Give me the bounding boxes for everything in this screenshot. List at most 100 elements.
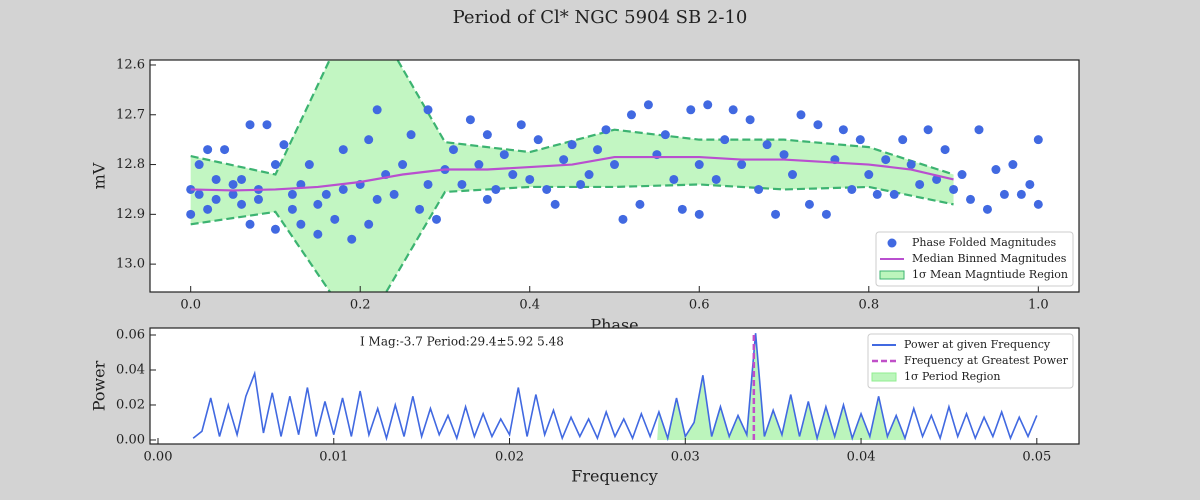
data-point [906, 160, 916, 170]
data-point [1033, 135, 1043, 145]
data-point [669, 174, 679, 184]
data-point [694, 209, 704, 219]
data-point [821, 209, 831, 219]
data-point [364, 135, 374, 145]
data-point [550, 199, 560, 209]
data-point [610, 160, 619, 170]
data-point [525, 174, 535, 184]
data-point [915, 179, 925, 189]
data-point [838, 125, 848, 135]
data-line [192, 333, 1038, 442]
data-point [194, 189, 204, 199]
data-point [237, 174, 247, 184]
data-point [762, 140, 772, 150]
legend-label: Phase Folded Magnitudes [912, 236, 1056, 249]
y-tick-label: 0.06 [116, 327, 145, 342]
data-point [559, 155, 569, 165]
data-point [313, 199, 323, 209]
data-point [957, 170, 967, 180]
data-point [228, 189, 238, 199]
data-point [423, 105, 433, 115]
data-point [1016, 189, 1026, 199]
data-point [262, 120, 272, 130]
data-point [847, 184, 857, 194]
y-axis-label: Power [90, 360, 109, 411]
data-point [898, 135, 908, 145]
data-point [923, 125, 933, 135]
y-tick-label: 12.8 [116, 157, 145, 172]
data-point [203, 145, 213, 155]
data-point [932, 174, 942, 184]
data-point [270, 160, 280, 170]
data-point [618, 214, 628, 224]
data-point [754, 184, 764, 194]
x-tick-label: 0.01 [319, 450, 348, 465]
data-point [406, 130, 416, 140]
data-point [974, 125, 984, 135]
data-point [991, 165, 1001, 175]
legend-marker [887, 238, 897, 248]
data-point [270, 224, 280, 234]
x-tick-label: 0.8 [858, 298, 879, 313]
data-point [457, 179, 467, 189]
data-point [966, 194, 976, 204]
data-point [194, 160, 204, 170]
data-point [771, 209, 781, 219]
data-point [601, 125, 611, 135]
y-tick-label: 12.6 [116, 57, 145, 72]
data-point [491, 184, 501, 194]
data-point [779, 150, 789, 160]
data-point [660, 130, 670, 140]
x-tick-label: 0.0 [180, 298, 201, 313]
data-point [372, 194, 382, 204]
axes-frame [149, 59, 1080, 293]
x-tick-label: 0.02 [495, 450, 524, 465]
band-fill [190, 60, 954, 292]
x-tick-label: 0.2 [350, 298, 371, 313]
data-point [999, 189, 1009, 199]
legend-label: 1σ Mean Magntiude Region [912, 268, 1068, 281]
data-point [211, 194, 221, 204]
data-point [626, 110, 636, 120]
data-point [508, 170, 518, 180]
data-point [372, 105, 382, 115]
data-point [677, 204, 687, 214]
data-point [431, 214, 441, 224]
data-point [1008, 160, 1018, 170]
data-point [347, 234, 357, 244]
data-point [533, 135, 543, 145]
annotation: I Mag:-3.7 Period:29.4±5.92 5.48 [360, 335, 564, 349]
data-point [228, 179, 238, 189]
legend-box [867, 333, 1074, 389]
y-tick-label: 12.7 [116, 107, 145, 122]
x-tick-label: 0.04 [847, 450, 876, 465]
data-point [186, 209, 196, 219]
x-tick-label: 0.03 [671, 450, 700, 465]
data-point [813, 120, 823, 130]
x-axis-label: Frequency [571, 467, 658, 486]
legend-marker [879, 270, 905, 280]
data-point [864, 170, 874, 180]
data-point [516, 120, 526, 130]
data-point [635, 199, 645, 209]
data-point [482, 194, 492, 204]
data-point [593, 145, 603, 155]
data-point [279, 140, 289, 150]
data-point [321, 189, 331, 199]
data-point [203, 204, 213, 214]
data-point [720, 135, 730, 145]
data-point [338, 145, 348, 155]
data-point [482, 130, 492, 140]
data-point [313, 229, 323, 239]
plot-area [192, 333, 1038, 442]
data-point [287, 189, 297, 199]
band-edge [190, 183, 954, 292]
data-point [465, 115, 475, 125]
legend-label: Median Binned Magnitudes [912, 252, 1067, 265]
data-point [253, 194, 263, 204]
x-tick-label: 1.0 [1028, 298, 1049, 313]
data-point [855, 135, 865, 145]
data-point [728, 105, 738, 115]
data-point [398, 160, 408, 170]
data-point [1025, 179, 1035, 189]
